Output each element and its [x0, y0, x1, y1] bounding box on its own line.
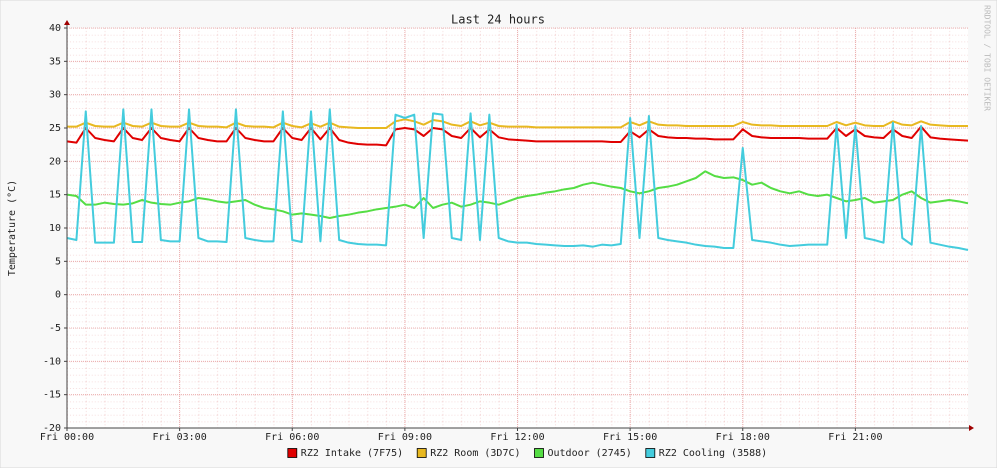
legend-label: RZ2 Room (3D7C) [430, 448, 520, 459]
y-tick-label: 5 [55, 256, 61, 267]
series-line [66, 125, 969, 147]
axes: -20 -15 -10 -5 0 5 10 15 20 25 30 35 40 Fri 00:00 Fri … [40, 20, 974, 443]
x-tick-label: Fri 09:00 [378, 432, 432, 443]
legend-label: RZ2 Cooling (3588) [659, 448, 767, 459]
legend: RZ2 Intake (7F75) RZ2 Room (3D7C) Outdoor … [287, 448, 767, 459]
series-line [66, 108, 969, 251]
y-tick-label: 15 [49, 190, 61, 201]
x-tick-label: Fri 03:00 [153, 432, 207, 443]
y-tick-label: 20 [49, 156, 61, 167]
x-tick-label: Fri 15:00 [603, 432, 657, 443]
lines [66, 108, 969, 251]
x-tick-label: Fri 00:00 [40, 432, 94, 443]
legend-label: RZ2 Intake (7F75) [301, 448, 403, 459]
x-tick-label: Fri 21:00 [828, 432, 882, 443]
y-tick-label: -20 [43, 423, 61, 434]
series-line [67, 118, 968, 129]
grid [66, 27, 968, 429]
x-tick-label: Fri 06:00 [265, 432, 319, 443]
legend-swatch [287, 448, 298, 458]
y-axis-label: Temperature (°C) [7, 180, 18, 276]
watermark: RRDTOOL / TOBI OETIKER [983, 5, 992, 111]
y-tick-label: 10 [49, 223, 61, 234]
series-line [66, 170, 969, 219]
legend-swatch [534, 448, 544, 458]
y-tick-label: 40 [49, 23, 61, 34]
legend-item: Outdoor (2745) [534, 448, 632, 459]
y-tick-label: 0 [55, 290, 61, 301]
legend-swatch [645, 448, 656, 458]
y-tick-label: 35 [49, 56, 61, 67]
x-tick-label: Fri 12:00 [490, 432, 544, 443]
legend-item: RZ2 Room (3D7C) [416, 448, 521, 459]
y-tick-label: 25 [49, 123, 61, 134]
y-tick-label: -15 [43, 390, 61, 401]
x-tick-label: Fri 18:00 [716, 432, 770, 443]
legend-label: Outdoor (2745) [548, 448, 632, 459]
y-tick-label: -10 [43, 356, 61, 367]
chart-title: Last 24 hours [451, 13, 545, 27]
legend-swatch [416, 448, 427, 458]
legend-item: RZ2 Intake (7F75) [287, 448, 403, 459]
x-axis-arrow [969, 425, 974, 431]
legend-item: RZ2 Cooling (3588) [645, 448, 767, 459]
y-axis-arrow [64, 20, 70, 25]
y-tick-label: -5 [49, 323, 61, 334]
y-tick-label: 30 [49, 90, 61, 101]
